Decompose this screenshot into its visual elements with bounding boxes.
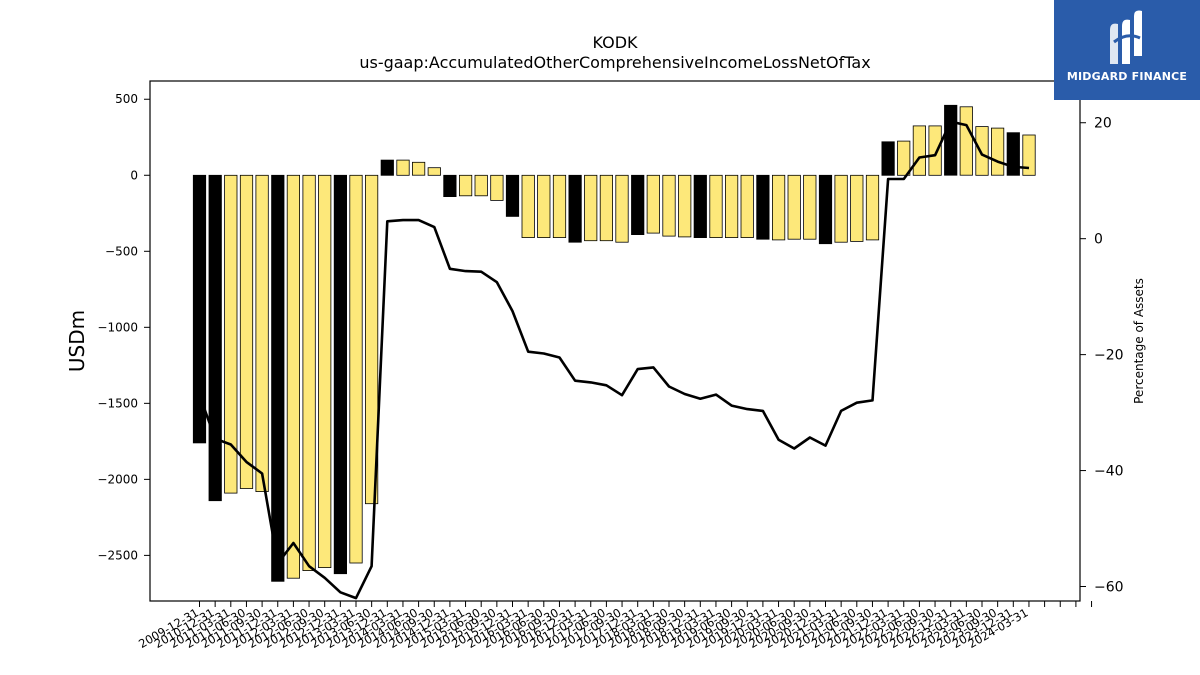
y2-axis-label: Percentage of Assets bbox=[1132, 278, 1146, 404]
bar-2011-12-31 bbox=[318, 174, 332, 568]
y-axis-left: 500 0 −500 −1000 −1500 −2000 −2500 bbox=[97, 92, 150, 562]
bar-2012-06-30 bbox=[349, 174, 363, 564]
bar-2018-06-30 bbox=[725, 174, 739, 239]
bar-2015-12-31 bbox=[568, 174, 582, 243]
y-tick-label: −500 bbox=[105, 244, 138, 258]
y-tick-label: −1000 bbox=[97, 320, 138, 334]
y-tick-label: −1500 bbox=[97, 396, 138, 410]
bar-2015-06-30 bbox=[537, 174, 551, 239]
bar-2022-06-30 bbox=[975, 126, 989, 176]
x-axis: 2009-12-312010-12-312011-03-312011-06-30… bbox=[136, 601, 1093, 651]
bar-2015-03-31 bbox=[521, 174, 535, 239]
bar-2017-12-31 bbox=[693, 174, 707, 239]
y-tick-label: −2500 bbox=[97, 548, 138, 562]
y-tick-label: 0 bbox=[130, 168, 138, 182]
bar-2019-03-31 bbox=[772, 174, 786, 241]
bar-2012-12-31 bbox=[380, 159, 394, 176]
bar-2015-09-30 bbox=[552, 174, 567, 239]
bar-2009-12-31 bbox=[192, 174, 207, 444]
bar-2016-12-31 bbox=[631, 174, 645, 236]
bar-series bbox=[192, 104, 1036, 582]
bar-2019-09-30 bbox=[803, 174, 817, 240]
bar-2014-06-30 bbox=[474, 174, 488, 197]
percentage-line bbox=[198, 120, 1030, 600]
y2-tick-label: −20 bbox=[1094, 348, 1124, 364]
bar-2011-06-30 bbox=[286, 174, 301, 579]
bar-2020-03-31 bbox=[834, 174, 848, 243]
bar-2021-03-31 bbox=[897, 140, 911, 176]
y2-tick-label: 0 bbox=[1094, 232, 1103, 248]
bar-2017-09-30 bbox=[678, 174, 692, 238]
bar-2011-09-30 bbox=[302, 174, 316, 571]
y2-tick-label: −40 bbox=[1094, 464, 1124, 480]
bar-2010-12-31 bbox=[255, 174, 269, 492]
chart-title: KODK bbox=[592, 33, 638, 52]
bar-2010-06-30 bbox=[224, 174, 238, 494]
bar-2014-12-31 bbox=[505, 174, 520, 217]
logo-text: MIDGARD FINANCE bbox=[1066, 70, 1188, 83]
bar-2018-03-31 bbox=[709, 174, 723, 239]
bar-2010-09-30 bbox=[239, 174, 254, 489]
bar-2018-12-31 bbox=[756, 174, 770, 240]
bar-2017-06-30 bbox=[662, 174, 676, 237]
y-axis-label: USDm bbox=[65, 310, 89, 372]
bar-2019-12-31 bbox=[818, 174, 833, 245]
y-axis-right: 20 0 −20 −40 −60 bbox=[1080, 116, 1124, 596]
bar-2021-12-31 bbox=[944, 104, 958, 176]
bar-2014-03-31 bbox=[458, 174, 473, 197]
bar-2022-09-30 bbox=[991, 127, 1005, 176]
bar-2012-09-30 bbox=[364, 174, 379, 505]
bar-2021-09-30 bbox=[928, 125, 942, 176]
bar-2016-09-30 bbox=[615, 174, 629, 243]
bar-2013-06-30 bbox=[411, 161, 426, 176]
y-tick-label: 500 bbox=[115, 92, 138, 106]
bar-2018-09-30 bbox=[740, 174, 754, 239]
bar-2020-09-30 bbox=[865, 174, 880, 241]
bar-2022-03-31 bbox=[959, 106, 973, 176]
midgard-finance-logo: MIDGARD FINANCE bbox=[1054, 0, 1200, 100]
bar-2013-12-31 bbox=[443, 174, 457, 198]
bar-2020-12-31 bbox=[881, 141, 895, 176]
y2-tick-label: 20 bbox=[1094, 116, 1112, 132]
chart-subtitle: us-gaap:AccumulatedOtherComprehensiveInc… bbox=[359, 53, 870, 72]
bar-2012-03-31 bbox=[333, 174, 348, 575]
bar-2021-06-30 bbox=[912, 125, 927, 176]
plot-frame bbox=[149, 80, 1081, 602]
bar-2011-03-31 bbox=[271, 174, 285, 582]
bar-2017-03-31 bbox=[646, 174, 660, 234]
bar-2016-06-30 bbox=[599, 174, 614, 242]
bar-2023-03-31 bbox=[1022, 134, 1036, 176]
bar-2022-12-31 bbox=[1006, 132, 1020, 176]
bar-2016-03-31 bbox=[584, 174, 598, 242]
bar-2019-06-30 bbox=[787, 174, 801, 240]
bar-2013-03-31 bbox=[396, 159, 410, 176]
bar-2013-09-30 bbox=[427, 167, 441, 176]
bar-2020-06-30 bbox=[850, 174, 864, 242]
bar-2014-09-30 bbox=[490, 174, 504, 201]
midgard-logo-icon bbox=[1110, 10, 1142, 65]
y-tick-label: −2000 bbox=[97, 472, 138, 486]
bar-2010-03-31 bbox=[208, 174, 222, 502]
y2-tick-label: −60 bbox=[1094, 580, 1124, 596]
